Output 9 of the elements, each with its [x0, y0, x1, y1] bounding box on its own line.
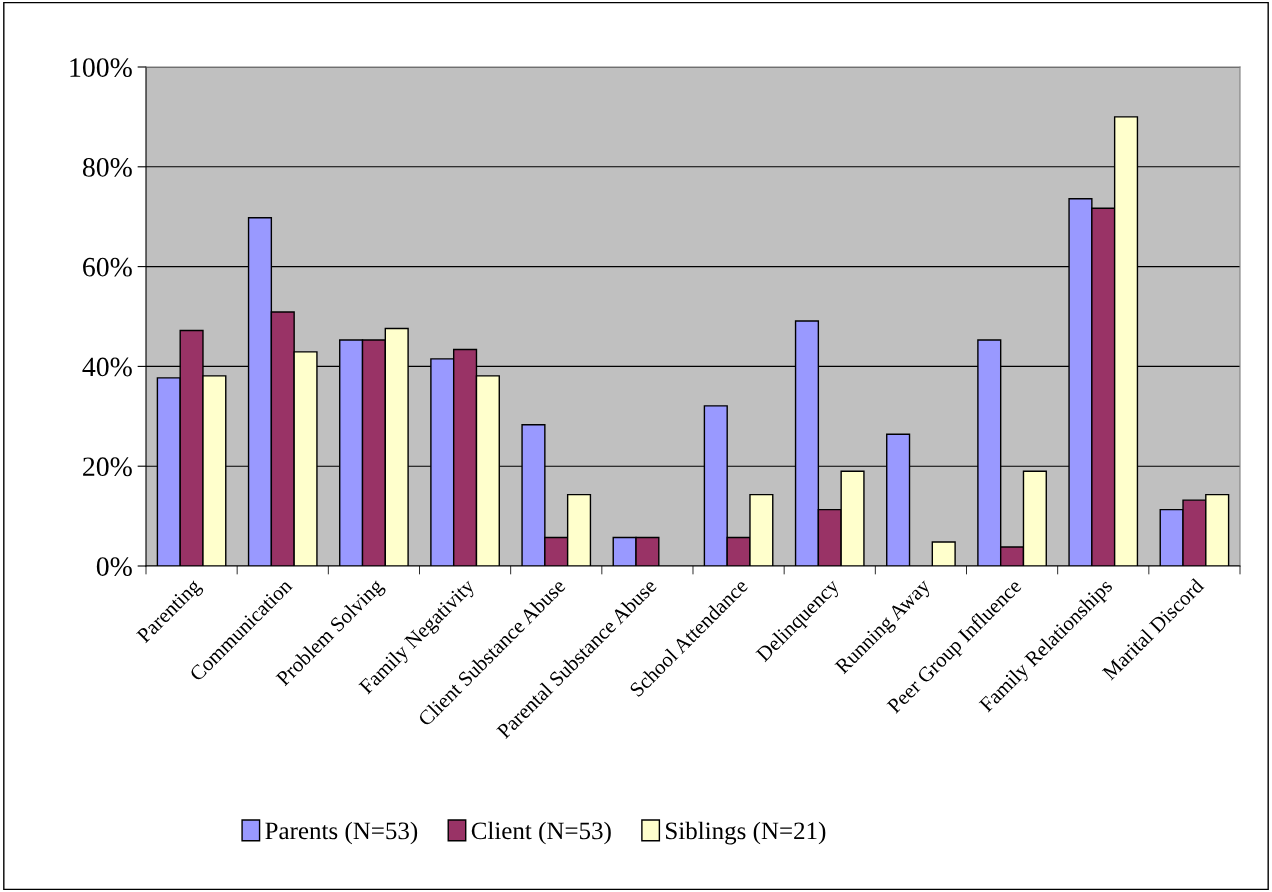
- legend-label: Client (N=53): [471, 821, 611, 845]
- y-tick-label: 20%: [83, 457, 132, 477]
- y-tick-label: 80%: [82, 157, 132, 177]
- y-tick-label: 100%: [70, 58, 132, 77]
- y-tick-label: 60%: [83, 257, 132, 277]
- y-tick-label: 40%: [82, 357, 132, 377]
- legend-label: Parents (N=53): [265, 821, 418, 845]
- y-tick-label: 0%: [96, 557, 132, 576]
- legend-label: Siblings (N=21): [666, 821, 826, 845]
